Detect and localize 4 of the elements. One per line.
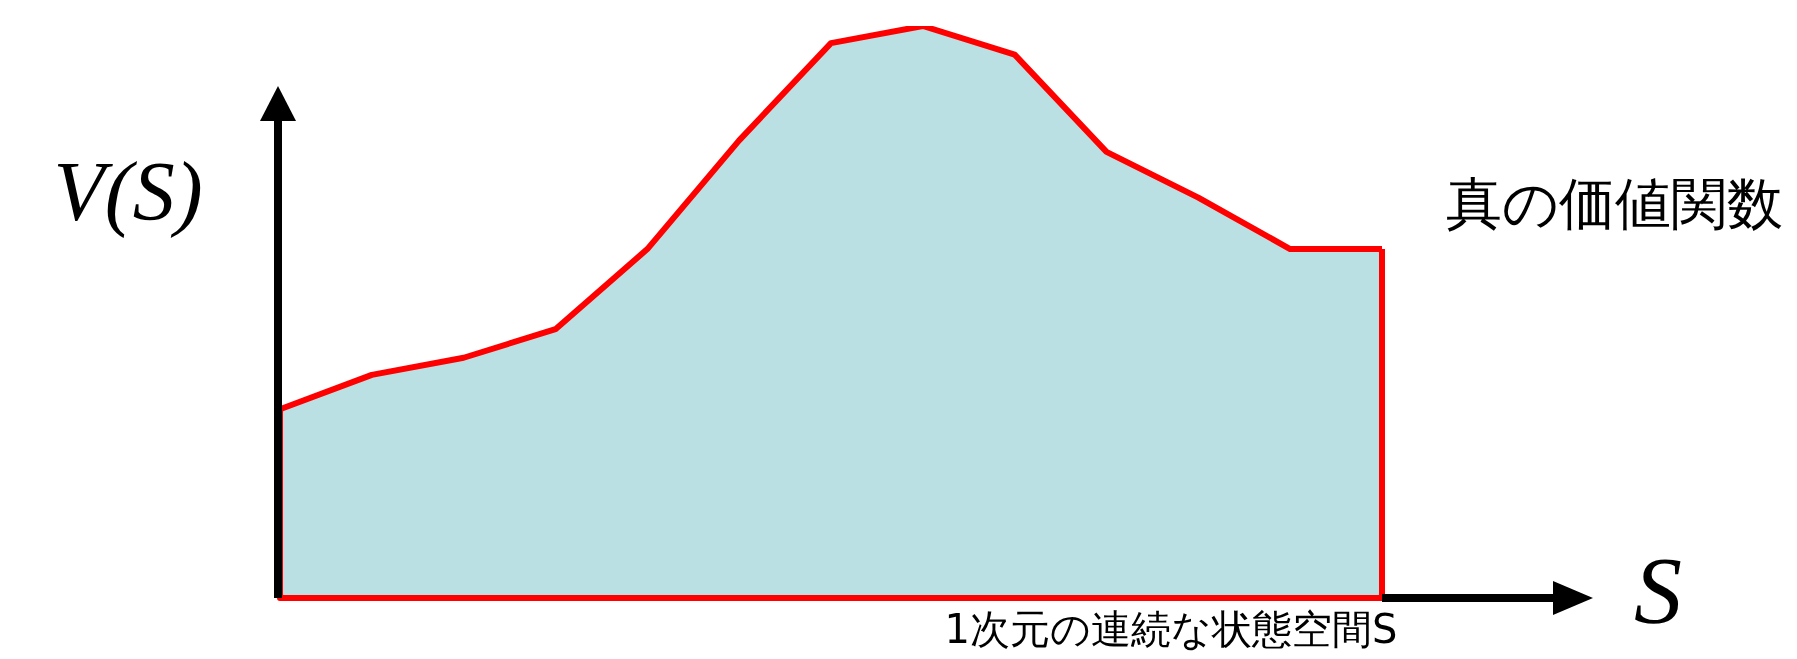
text: 1次元の連続な状態空間S xyxy=(944,606,1398,653)
x-axis-title: S xyxy=(1634,537,1682,645)
y-axis-title: V(S) xyxy=(53,145,203,240)
series-label: 真の価値関数 xyxy=(1446,170,1783,236)
